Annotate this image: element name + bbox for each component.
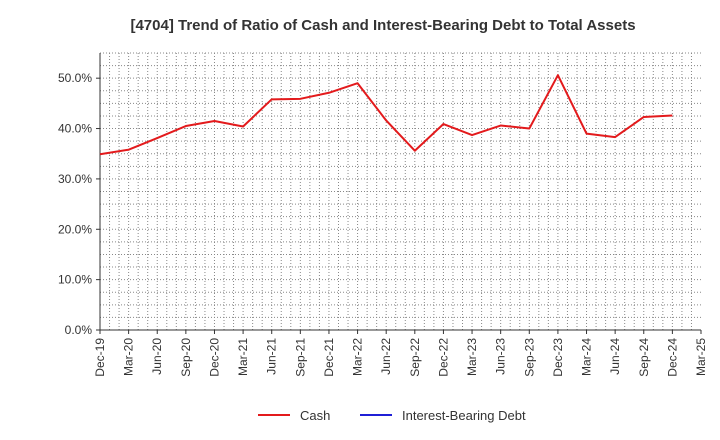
y-tick-label: 40.0% xyxy=(58,122,92,136)
grid-lines xyxy=(99,52,701,331)
x-tick-label: Mar-23 xyxy=(465,338,479,376)
x-tick-label: Mar-25 xyxy=(694,338,708,376)
y-tick-label: 10.0% xyxy=(58,273,92,287)
y-tick-label: 20.0% xyxy=(58,222,92,236)
x-tick-label: Dec-19 xyxy=(93,338,107,377)
x-tick-label: Dec-20 xyxy=(207,338,221,377)
y-axis-ticks: 0.0% 10.0% 20.0% 30.0% 40.0% 50.0% xyxy=(58,71,100,337)
x-axis-ticks: Dec-19 Mar-20 Jun-20 Sep-20 Dec-20 Mar-21 Jun-… xyxy=(93,330,708,377)
y-tick-label: 0.0% xyxy=(65,323,93,337)
y-tick-label: 50.0% xyxy=(58,71,92,85)
x-tick-label: Sep-20 xyxy=(179,338,193,377)
x-tick-label: Mar-20 xyxy=(122,338,136,376)
x-tick-label: Sep-21 xyxy=(293,338,307,377)
series-line-0 xyxy=(99,74,673,156)
x-tick-label: Dec-24 xyxy=(665,338,679,377)
x-tick-label: Mar-24 xyxy=(580,338,594,376)
x-tick-label: Dec-22 xyxy=(436,338,450,377)
x-tick-label: Sep-22 xyxy=(408,338,422,377)
x-tick-label: Jun-20 xyxy=(150,338,164,375)
x-tick-label: Dec-23 xyxy=(551,338,565,377)
legend-label-1: Interest-Bearing Debt xyxy=(402,408,526,423)
x-tick-label: Dec-21 xyxy=(322,338,336,377)
x-tick-label: Mar-21 xyxy=(236,338,250,376)
x-tick-label: Sep-23 xyxy=(522,338,536,377)
series-lines xyxy=(99,74,673,156)
x-tick-label: Jun-23 xyxy=(494,338,508,375)
x-tick-label: Jun-21 xyxy=(265,338,279,375)
x-tick-label: Jun-24 xyxy=(608,338,622,375)
legend: Cash Interest-Bearing Debt xyxy=(258,408,526,423)
chart-title: [4704] Trend of Ratio of Cash and Intere… xyxy=(130,17,635,34)
x-tick-label: Mar-22 xyxy=(351,338,365,376)
legend-label-0: Cash xyxy=(300,408,330,423)
x-tick-label: Jun-22 xyxy=(379,338,393,375)
y-tick-label: 30.0% xyxy=(58,172,92,186)
x-tick-label: Sep-24 xyxy=(637,338,651,377)
